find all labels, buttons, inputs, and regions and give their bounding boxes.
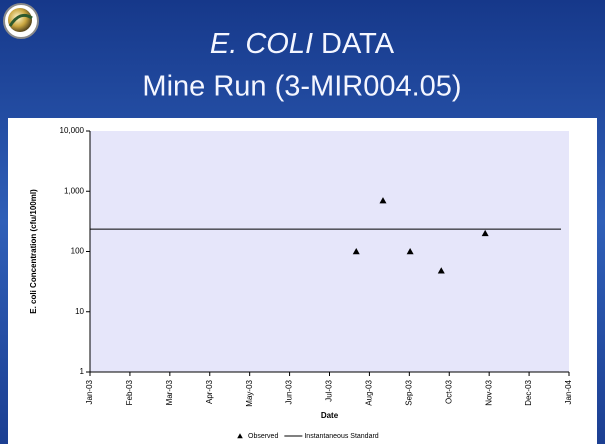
x-tick-label: Jan-03	[85, 379, 94, 404]
x-tick-label: Dec-03	[524, 379, 533, 405]
legend-marker	[237, 433, 243, 439]
title-italic: E. COLI	[210, 28, 313, 60]
y-axis-label: E. coli Concentration (cfu/100ml)	[29, 189, 38, 314]
x-tick-label: Jul-03	[325, 379, 334, 401]
x-tick-label: Aug-03	[365, 379, 374, 405]
x-tick-label: Sep-03	[404, 379, 413, 405]
x-tick-label: Oct-03	[444, 379, 453, 404]
x-axis-label: Date	[321, 411, 339, 420]
data-point	[437, 267, 445, 274]
logo	[3, 3, 39, 39]
x-tick-label: Jun-03	[285, 379, 294, 404]
data-point	[379, 197, 387, 204]
plot-area	[90, 131, 569, 372]
title-rest: DATA	[321, 28, 395, 60]
chart: 1 10 100 1,000 10,000 Jan-03 Feb-03 Mar-03 Apr-0…	[29, 126, 573, 440]
legend-label: Instantaneous Standard	[304, 433, 378, 440]
slide-title: E. COLI DATA	[210, 28, 395, 60]
y-tick-label: 1,000	[64, 186, 85, 195]
legend-label: Observed	[248, 433, 278, 440]
x-tick-label: Nov-03	[484, 379, 493, 405]
data-point	[406, 248, 414, 255]
x-tick-label: Jan-04	[564, 379, 573, 404]
x-tick-label: Mar-03	[165, 379, 174, 405]
x-tick-label: Feb-03	[125, 379, 134, 405]
slide-subtitle: Mine Run (3-MIR004.05)	[142, 71, 461, 103]
x-tick-label: May-03	[245, 379, 254, 406]
y-tick-label: 10,000	[60, 126, 85, 135]
y-tick-label: 100	[71, 247, 85, 256]
data-point	[352, 248, 360, 255]
data-point	[481, 229, 489, 237]
x-tick-label: Apr-03	[205, 379, 214, 404]
y-tick-label: 10	[75, 307, 84, 316]
y-tick-label: 1	[80, 367, 85, 376]
